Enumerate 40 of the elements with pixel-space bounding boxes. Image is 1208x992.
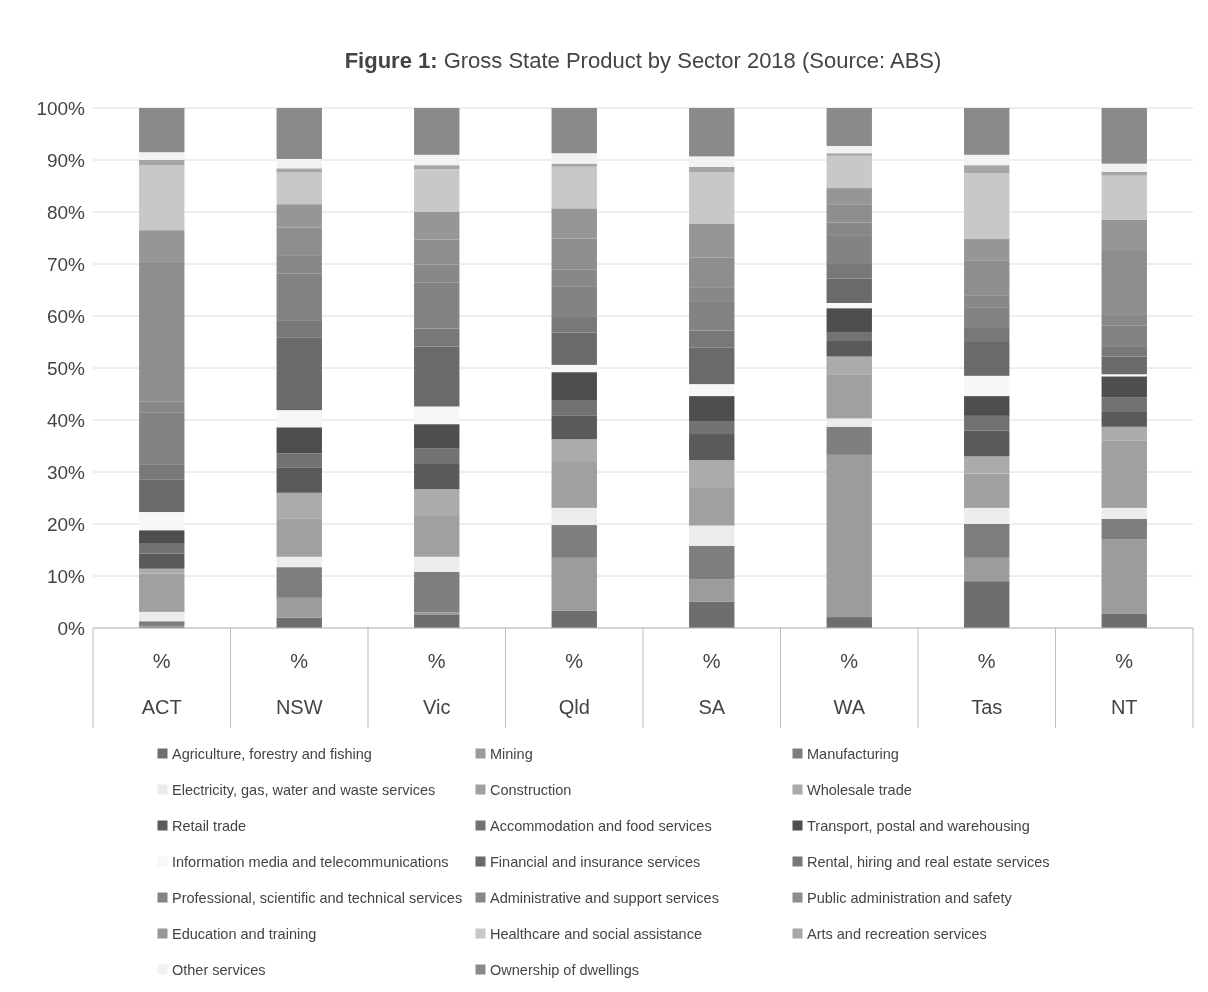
category-label: % NSW [275, 650, 323, 718]
legend-label: Administrative and support services [490, 890, 719, 907]
y-tick-label: 80% [46, 201, 86, 223]
legend-label: Healthcare and social assistance [490, 926, 702, 943]
legend-label: Ownership of dwellings [490, 962, 640, 979]
chart-title: Figure 1: Gross State Product by Sector 2018 (Source: ABS) [344, 48, 942, 73]
y-tick-label: 60% [46, 305, 86, 327]
legend-label: Education and training [172, 926, 317, 943]
y-tick-label: 50% [46, 357, 86, 379]
legend-label: Financial and insurance services [490, 854, 701, 871]
legend-label: Transport, postal and warehousing [807, 818, 1030, 835]
y-tick-label: 70% [46, 253, 86, 275]
y-tick-label: 30% [46, 461, 86, 483]
legend-label: Construction [490, 782, 572, 799]
y-tick-label: 100% [36, 97, 86, 119]
legend-label: Electricity, gas, water and waste services [172, 782, 436, 799]
legend-label: Agriculture, forestry and fishing [172, 746, 372, 763]
legend-label: Retail trade [172, 818, 247, 835]
legend-label: Information media and telecommunications [172, 854, 449, 871]
y-tick-label: 10% [46, 565, 86, 587]
category-label: % SA [698, 650, 726, 718]
y-tick-label: 20% [46, 513, 86, 535]
category-label: % WA [833, 650, 865, 718]
legend-label: Manufacturing [807, 746, 899, 763]
category-label: % ACT [141, 650, 182, 718]
legend-label: Professional, scientific and technical services [172, 890, 463, 907]
legend-label: Rental, hiring and real estate services [807, 854, 1050, 871]
legend-label: Mining [490, 746, 533, 763]
legend-label: Other services [172, 962, 266, 979]
legend-label: Arts and recreation services [807, 926, 987, 943]
legend-label: Accommodation and food services [490, 818, 712, 835]
y-tick-label: 40% [46, 409, 86, 431]
legend-label: Wholesale trade [807, 782, 912, 799]
category-label: % Qld [558, 650, 590, 718]
y-tick-label: 0% [57, 617, 86, 639]
category-label: % NT [1110, 650, 1138, 718]
category-label: % Tas [971, 650, 1003, 718]
category-label: % Vic [423, 650, 451, 718]
y-tick-label: 90% [46, 149, 86, 171]
legend-label: Public administration and safety [807, 890, 1013, 907]
